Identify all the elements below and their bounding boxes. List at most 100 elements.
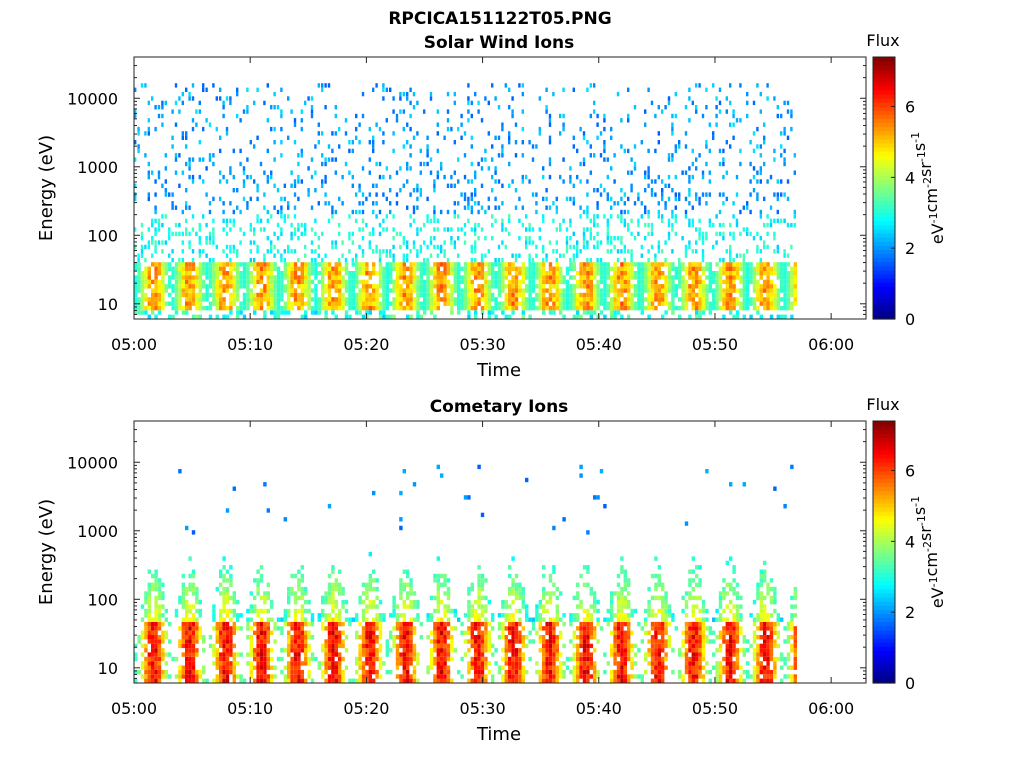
flux-cell: [667, 222, 671, 228]
flux-cell: [246, 262, 250, 267]
flux-cell: [266, 305, 270, 311]
flux-cell: [361, 279, 366, 285]
flux-cell: [324, 626, 328, 631]
flux-cell: [722, 305, 726, 311]
flux-cell: [236, 600, 240, 605]
flux-cell: [365, 582, 369, 587]
flux-cell: [372, 665, 376, 670]
flux-cell: [202, 635, 206, 640]
flux-cell: [368, 639, 372, 644]
flux-cell: [290, 573, 294, 579]
flux-cell: [208, 201, 212, 206]
flux-cell: [253, 179, 256, 184]
flux-cell: [365, 674, 369, 679]
flux-cell: [650, 284, 655, 289]
flux-cell: [671, 262, 675, 267]
flux-cell: [531, 279, 536, 285]
flux-cell: [480, 166, 484, 171]
flux-cell: [786, 301, 791, 306]
flux-cell: [161, 630, 165, 635]
flux-cell: [317, 301, 321, 306]
flux-cell: [341, 253, 344, 258]
flux-cell: [487, 310, 491, 315]
flux-cell: [416, 284, 420, 289]
flux-cell: [474, 188, 477, 193]
flux-cell: [688, 218, 691, 223]
flux-cell: [181, 231, 184, 237]
flux-cell: [242, 179, 246, 184]
flux-cell: [297, 652, 301, 657]
flux-cell: [511, 310, 515, 315]
flux-cell: [263, 284, 267, 289]
flux-cell: [521, 262, 525, 267]
flux-cell: [521, 174, 524, 180]
flux-cell: [491, 284, 495, 289]
flux-cell: [759, 262, 763, 267]
flux-cell: [450, 271, 454, 276]
flux-cell: [154, 279, 158, 285]
flux-cell: [627, 314, 631, 319]
flux-cell: [443, 249, 446, 254]
flux-cell: [215, 266, 219, 271]
flux-cell: [310, 656, 315, 662]
flux-cell: [266, 279, 270, 285]
flux-cell: [667, 271, 672, 276]
flux-cell: [331, 639, 335, 644]
flux-cell: [151, 652, 155, 657]
flux-cell: [321, 600, 325, 605]
flux-cell: [270, 310, 274, 315]
flux-cell: [151, 661, 155, 666]
flux-cell: [701, 113, 705, 119]
flux-cell: [528, 257, 531, 263]
flux-cell: [324, 656, 328, 662]
flux-cell: [436, 288, 440, 293]
flux-cell: [440, 473, 444, 478]
flux-cell: [307, 648, 311, 653]
flux-cell: [661, 284, 665, 289]
flux-cell: [695, 227, 698, 232]
flux-cell: [508, 266, 512, 271]
flux-cell: [157, 297, 162, 302]
flux-cell: [338, 279, 342, 285]
flux-cell: [497, 305, 502, 311]
flux-cell: [582, 157, 586, 162]
flux-cell: [246, 201, 249, 206]
flux-cell: [623, 218, 626, 223]
flux-cell: [222, 586, 226, 592]
flux-cell: [239, 305, 243, 311]
flux-cell: [304, 639, 308, 644]
flux-cell: [729, 301, 733, 306]
flux-cell: [232, 656, 236, 662]
flux-cell: [300, 118, 303, 123]
flux-cell: [293, 249, 297, 254]
flux-cell: [569, 166, 572, 171]
flux-cell: [491, 214, 494, 219]
flux-cell: [504, 297, 508, 302]
flux-cell: [705, 284, 709, 289]
flux-cell: [664, 257, 667, 263]
flux-cell: [378, 209, 382, 215]
flux-cell: [718, 109, 722, 114]
flux-cell: [334, 271, 338, 276]
flux-cell: [684, 288, 689, 293]
flux-cell: [756, 179, 759, 184]
flux-cell: [698, 275, 702, 280]
flux-cell: [657, 249, 660, 254]
y-tick-label: 10000: [67, 89, 118, 108]
flux-cell: [436, 578, 440, 583]
flux-cell: [708, 122, 711, 127]
flux-cell: [783, 100, 786, 106]
flux-cell: [484, 262, 488, 267]
flux-cell: [521, 91, 524, 97]
flux-cell: [593, 83, 596, 88]
flux-cell: [290, 266, 294, 271]
flux-cell: [310, 227, 314, 232]
flux-cell: [202, 669, 206, 675]
flux-cell: [596, 314, 600, 319]
flux-cell: [470, 608, 474, 614]
flux-cell: [406, 582, 410, 587]
flux-cell: [501, 279, 505, 285]
flux-cell: [620, 209, 623, 215]
flux-cell: [185, 600, 189, 605]
flux-cell: [314, 305, 318, 311]
